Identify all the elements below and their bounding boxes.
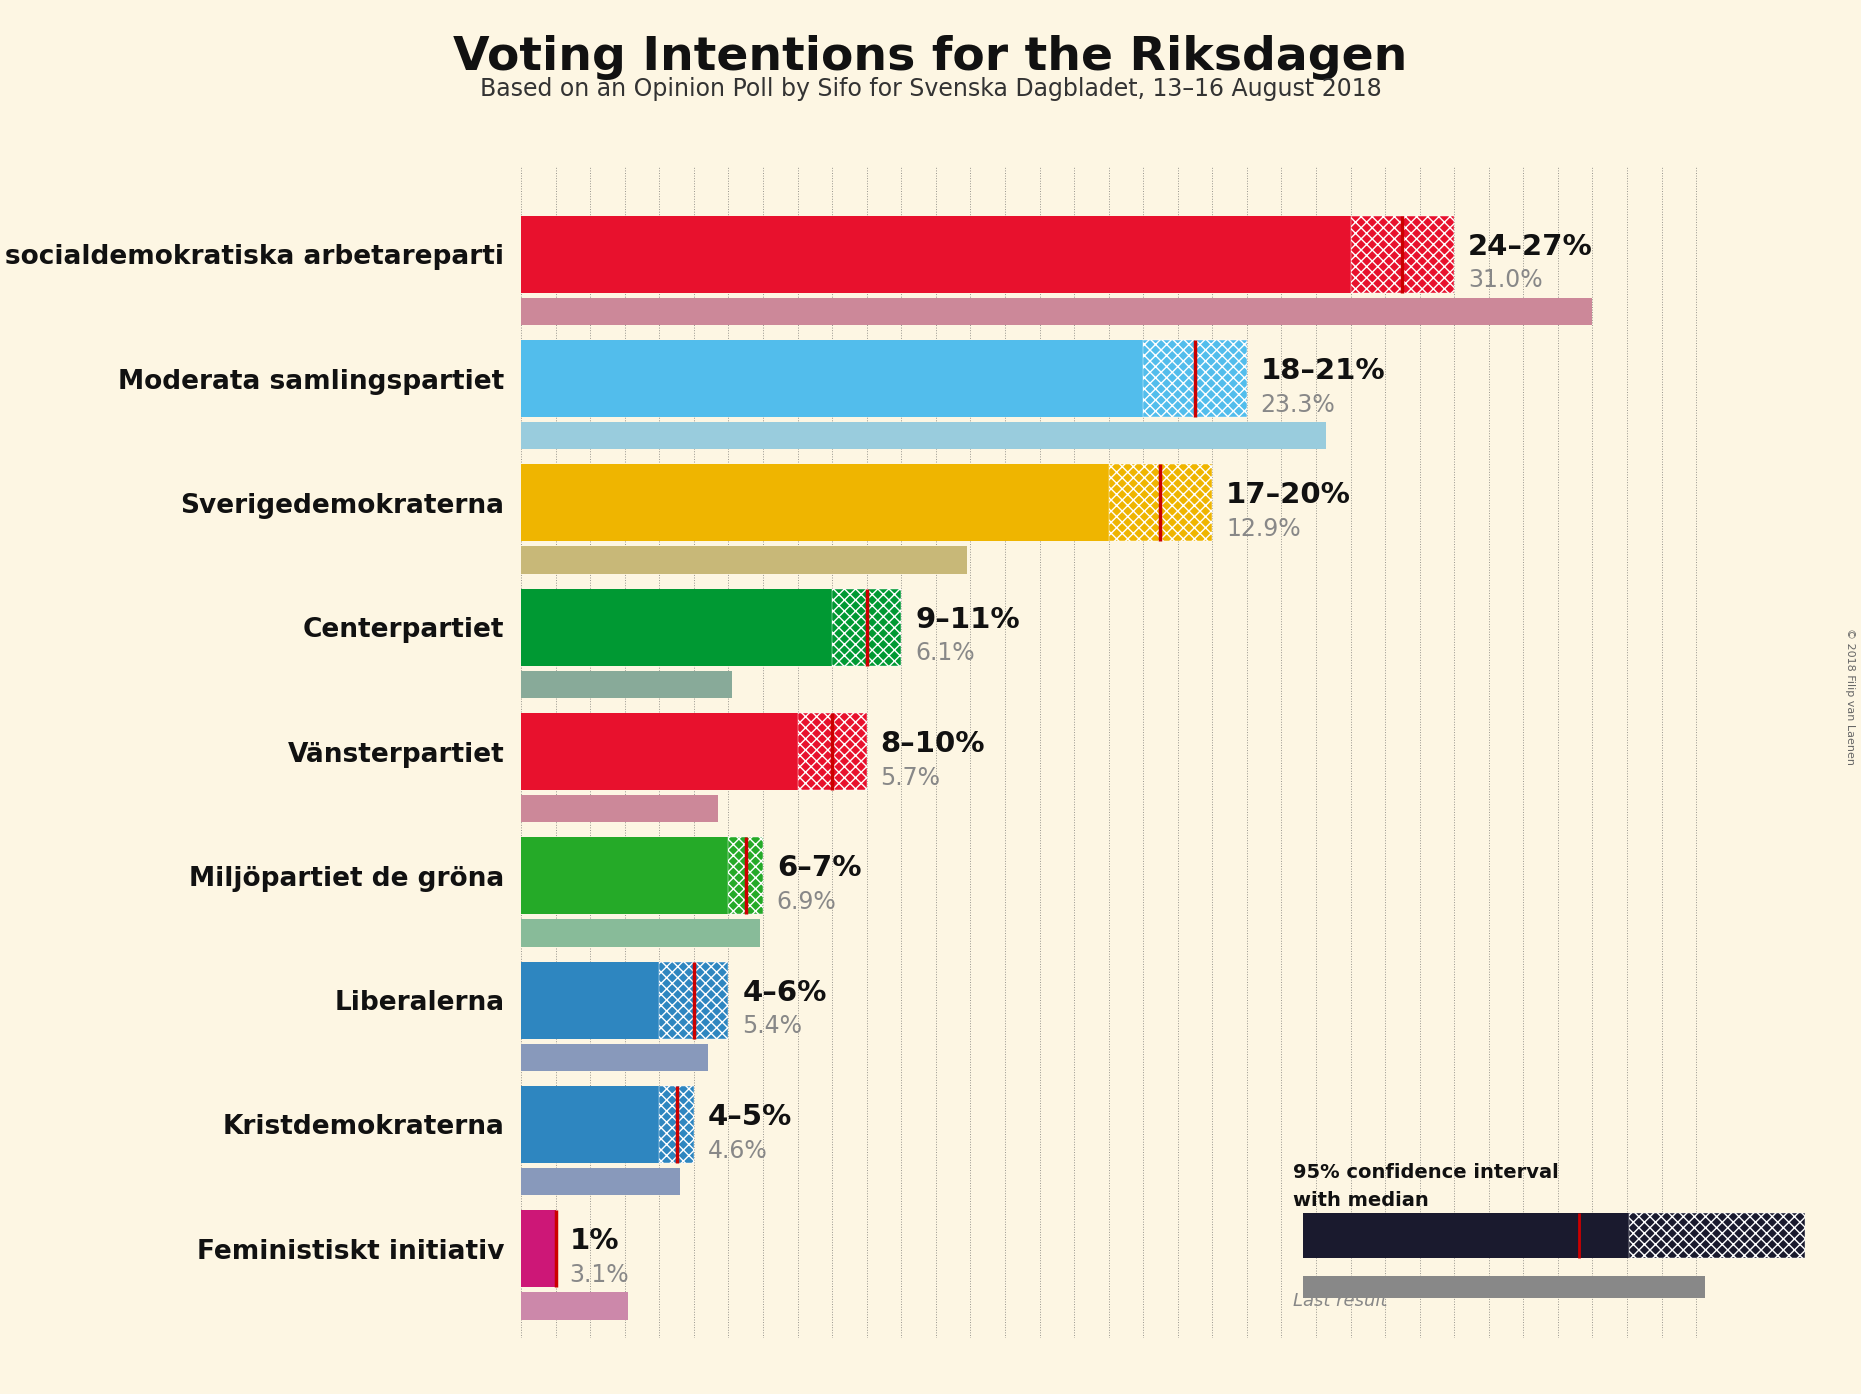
Bar [1351,216,1453,293]
Bar [1303,1276,1705,1298]
Bar [521,838,728,914]
Text: 31.0%: 31.0% [1468,269,1543,293]
Bar [521,464,1109,541]
Text: 9–11%: 9–11% [916,606,1020,634]
Text: 4.6%: 4.6% [707,1139,767,1163]
Text: 1%: 1% [569,1227,620,1255]
Bar [521,216,1351,293]
Text: 23.3%: 23.3% [1260,393,1336,417]
Bar [521,298,1593,325]
Bar [1303,1213,1630,1257]
Text: 6.9%: 6.9% [776,889,837,914]
Bar [521,712,798,790]
Bar [1143,340,1247,417]
Bar [1630,1213,1805,1257]
Text: with median: with median [1293,1190,1429,1210]
Text: © 2018 Filip van Laenen: © 2018 Filip van Laenen [1846,629,1855,765]
Text: 24–27%: 24–27% [1468,233,1593,261]
Text: Last result: Last result [1293,1292,1388,1310]
Text: 4–5%: 4–5% [707,1103,793,1131]
Bar [659,962,728,1039]
Bar [521,422,1327,449]
Text: 6.1%: 6.1% [916,641,975,665]
Text: Based on an Opinion Poll by Sifo for Svenska Dagbladet, 13–16 August 2018: Based on an Opinion Poll by Sifo for Sve… [480,77,1381,100]
Text: 12.9%: 12.9% [1226,517,1301,541]
Bar [521,340,1143,417]
Text: 5.4%: 5.4% [743,1015,802,1039]
Bar [728,838,763,914]
Bar [521,546,968,574]
Text: 8–10%: 8–10% [880,730,984,758]
Bar [1109,464,1212,541]
Text: 4–6%: 4–6% [743,979,826,1006]
Bar [521,962,659,1039]
Bar [521,1044,707,1071]
Text: 5.7%: 5.7% [880,765,940,789]
Text: 6–7%: 6–7% [776,855,862,882]
Text: 17–20%: 17–20% [1226,481,1351,509]
Bar [521,1086,659,1163]
Bar [521,1168,679,1195]
Bar [798,712,867,790]
Bar [521,1210,556,1287]
Bar [521,671,731,698]
Text: 95% confidence interval: 95% confidence interval [1293,1163,1560,1182]
Bar [832,588,901,666]
Text: Voting Intentions for the Riksdagen: Voting Intentions for the Riksdagen [454,35,1407,79]
Text: 18–21%: 18–21% [1260,357,1385,385]
Bar [521,795,718,822]
Text: 3.1%: 3.1% [569,1263,629,1287]
Bar [521,919,759,947]
Bar [659,1086,694,1163]
Bar [521,1292,629,1320]
Bar [521,588,832,666]
